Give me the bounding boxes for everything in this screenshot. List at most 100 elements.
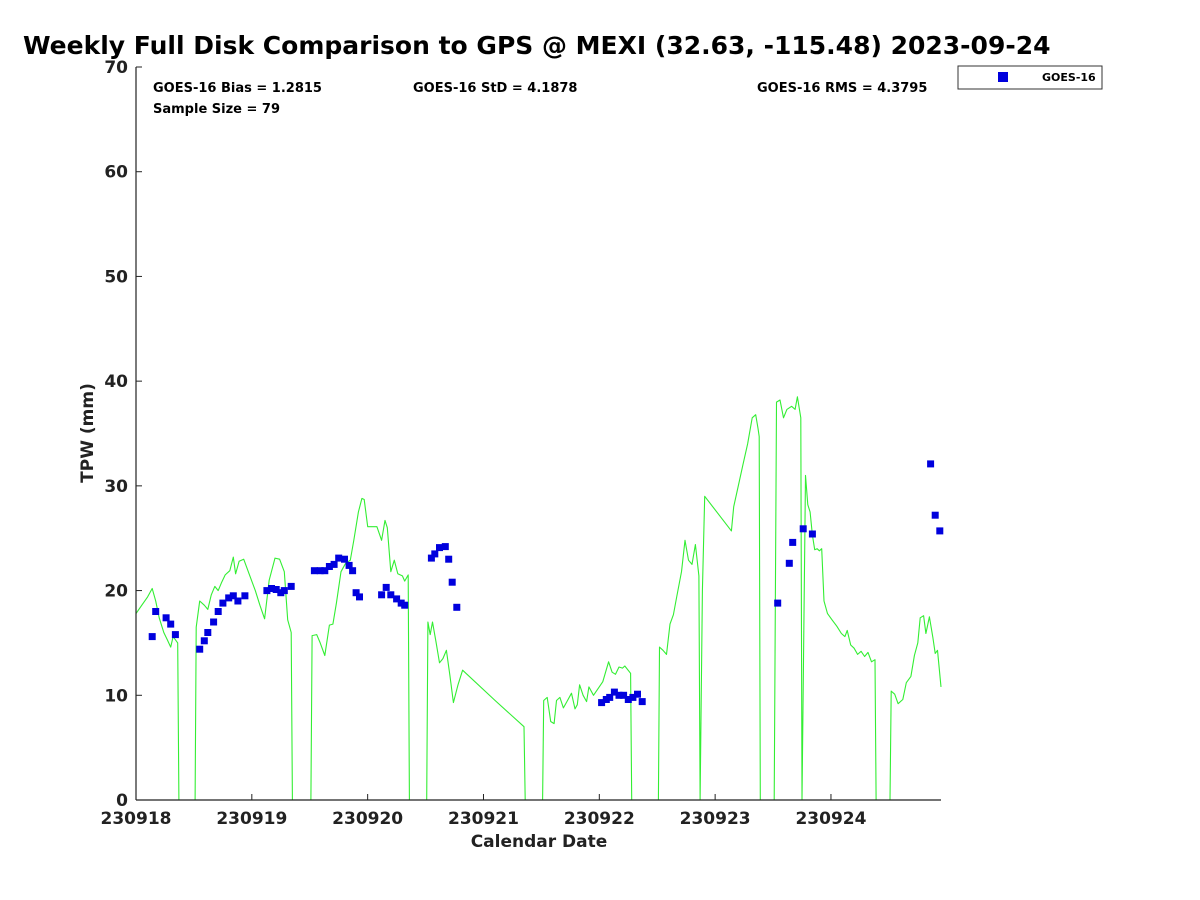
goes16-point: [330, 560, 338, 568]
goes16-point: [615, 691, 623, 699]
goes16-point: [280, 587, 288, 595]
y-tick-label: 30: [104, 477, 128, 497]
legend-box: [957, 65, 1103, 90]
goes16-point: [441, 543, 449, 551]
goes16-point: [448, 578, 456, 586]
goes16-point: [393, 595, 401, 603]
gps-line-segment: [310, 497, 410, 801]
goes16-point: [634, 690, 641, 698]
goes16-point: [268, 585, 275, 592]
goes16-point: [234, 597, 242, 605]
goes16-point: [225, 594, 233, 602]
stat-sample-size: Sample Size = 79: [153, 102, 280, 117]
goes16-point: [229, 592, 237, 600]
goes16-point: [349, 567, 357, 575]
goes16-point: [210, 618, 218, 626]
goes16-point: [931, 511, 939, 519]
goes16-point: [335, 554, 343, 562]
goes16-point: [316, 567, 324, 575]
stat-std: GOES-16 StD = 4.1878: [413, 81, 577, 96]
gps-line-segment: [889, 615, 942, 801]
y-axis-label: TPW (mm): [78, 383, 98, 483]
goes16-point: [936, 527, 944, 535]
stat-bias: GOES-16 Bias = 1.2815: [153, 81, 322, 96]
goes16-series: [148, 460, 944, 707]
goes16-point: [606, 693, 614, 701]
x-tick-label: 230924: [795, 809, 866, 829]
goes16-point: [263, 587, 271, 595]
goes16-point: [341, 555, 348, 563]
x-tick-label: 230919: [216, 809, 287, 829]
y-ticks: 0 10 20 30 40 50 60 70: [104, 58, 142, 811]
x-tick-label: 230921: [448, 809, 519, 829]
goes16-point: [378, 591, 386, 599]
goes16-point: [196, 645, 204, 653]
y-tick-label: 60: [104, 163, 128, 183]
y-tick-label: 70: [104, 58, 128, 78]
goes16-point: [171, 631, 179, 639]
y-tick-label: 20: [104, 582, 128, 602]
goes16-point: [241, 592, 249, 600]
y-tick-label: 0: [116, 791, 128, 811]
goes16-point: [808, 530, 816, 538]
goes16-point: [624, 696, 632, 703]
x-axis-label: Calendar Date: [471, 832, 608, 852]
goes16-point: [325, 563, 333, 570]
chart-title: Weekly Full Disk Comparison to GPS @ MEX…: [23, 31, 1051, 60]
goes16-point: [638, 698, 646, 706]
goes16-point: [162, 614, 170, 622]
goes16-point: [445, 555, 453, 563]
x-tick-label: 230922: [564, 809, 635, 829]
gps-line-segment: [194, 556, 293, 801]
goes16-point: [453, 603, 461, 611]
goes16-point: [200, 637, 208, 645]
goes16-point: [789, 538, 797, 546]
goes16-point: [167, 620, 175, 628]
goes16-point: [427, 554, 435, 562]
goes16-point: [214, 608, 222, 615]
goes16-point: [356, 593, 363, 601]
goes16-point: [401, 601, 409, 609]
y-tick-label: 40: [104, 372, 128, 392]
y-tick-label: 50: [104, 267, 128, 287]
goes16-point: [629, 693, 637, 701]
x-tick-label: 230923: [680, 809, 751, 829]
stats-annotations: GOES-16 Bias = 1.2815 GOES-16 StD = 4.18…: [153, 81, 927, 117]
goes16-point: [204, 629, 212, 636]
goes16-point: [321, 567, 329, 575]
y-tick-label: 10: [104, 686, 128, 706]
x-tick-label: 230920: [332, 809, 403, 829]
plot-background: [136, 67, 941, 800]
goes16-point: [610, 688, 618, 696]
goes16-point: [148, 633, 156, 641]
legend: GOES-16: [957, 65, 1103, 90]
x-ticks: 230918 230919 230920 230921 230922 230923 2309…: [101, 794, 867, 829]
goes16-point: [352, 589, 360, 597]
goes16-point: [310, 567, 318, 575]
goes16-point: [219, 599, 227, 607]
x-tick-label: 230918: [101, 809, 172, 829]
stat-rms: GOES-16 RMS = 4.3795: [757, 81, 927, 96]
goes16-point: [387, 591, 395, 599]
goes16-point: [152, 608, 160, 615]
goes16-point: [272, 586, 280, 593]
gps-line-segment: [773, 396, 877, 801]
gps-line-segment: [426, 621, 526, 801]
goes16-point: [927, 460, 935, 468]
goes16-point: [431, 550, 439, 558]
goes16-point: [774, 599, 782, 607]
goes16-point: [345, 561, 353, 569]
goes16-point: [620, 691, 628, 699]
axes: 0 10 20 30 40 50 60 70 230918 230919 230920 230921…: [101, 58, 941, 829]
goes16-point: [436, 544, 443, 552]
goes16-point: [382, 583, 390, 591]
legend-marker-goes16: [998, 72, 1008, 82]
goes16-point: [598, 699, 606, 707]
plot-area: [135, 67, 944, 801]
goes16-point: [785, 559, 793, 567]
legend-label-goes16: GOES-16: [1042, 71, 1096, 84]
goes16-point: [799, 525, 807, 533]
gps-line-segment: [542, 661, 633, 801]
goes16-point: [287, 582, 295, 590]
